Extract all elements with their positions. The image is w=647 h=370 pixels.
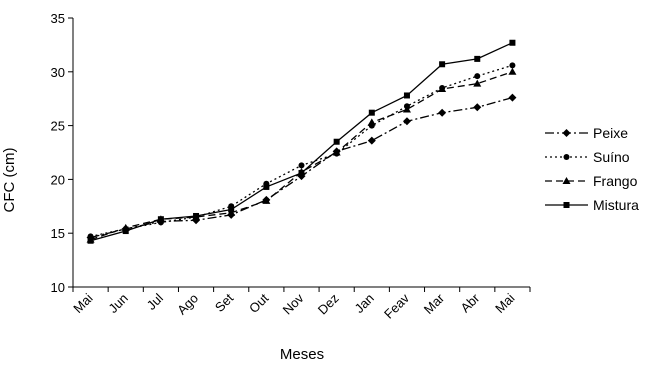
marker-square bbox=[333, 138, 340, 145]
marker-triangle bbox=[473, 79, 482, 87]
marker-diamond bbox=[438, 108, 447, 117]
marker-diamond bbox=[473, 103, 482, 112]
series-line bbox=[90, 42, 513, 242]
marker-triangle bbox=[262, 196, 271, 204]
legend-item: Suíno bbox=[545, 149, 630, 165]
y-tick-label: 10 bbox=[51, 280, 65, 295]
y-tick-label: 30 bbox=[51, 65, 65, 80]
x-tick-label: Jun bbox=[105, 291, 130, 316]
marker-diamond bbox=[367, 136, 376, 145]
y-tick-label: 35 bbox=[51, 11, 65, 26]
x-tick-label: Set bbox=[212, 290, 237, 315]
marker-square bbox=[403, 92, 410, 99]
x-tick-label: Feav bbox=[381, 290, 412, 321]
x-axis-title: Meses bbox=[280, 346, 324, 363]
marker-square bbox=[509, 39, 516, 46]
series-lines bbox=[86, 39, 517, 244]
legend: Peixe Suíno Frango Mistura bbox=[545, 125, 639, 213]
y-tick-label: 20 bbox=[51, 172, 65, 187]
marker-square bbox=[368, 109, 375, 116]
series-mistura bbox=[87, 39, 516, 244]
marker-square bbox=[228, 206, 235, 213]
x-tick-label: Jul bbox=[144, 290, 166, 312]
marker-triangle bbox=[508, 67, 517, 75]
marker-square bbox=[87, 237, 94, 244]
marker-circle bbox=[298, 162, 305, 169]
axes: 10 15 20 25 30 35 Mai Jun Jul Ago Set Out Nov Dez Jan F… bbox=[51, 11, 531, 322]
legend-label: Frango bbox=[593, 173, 638, 189]
marker-triangle bbox=[438, 85, 447, 93]
marker-triangle bbox=[367, 118, 376, 126]
marker-circle bbox=[509, 62, 516, 69]
x-tick-label: Abr bbox=[457, 290, 482, 315]
marker-square bbox=[563, 202, 570, 208]
marker-diamond bbox=[562, 129, 571, 137]
x-tick-label: Out bbox=[246, 290, 272, 316]
x-tick-label: Dez bbox=[315, 291, 342, 318]
legend-label: Peixe bbox=[593, 125, 628, 141]
legend-item: Peixe bbox=[545, 125, 628, 141]
series-line bbox=[90, 64, 513, 238]
marker-square bbox=[298, 169, 305, 176]
marker-diamond bbox=[402, 117, 411, 126]
legend-item: Mistura bbox=[545, 197, 639, 213]
marker-square bbox=[157, 216, 164, 223]
x-tick-label: Mai bbox=[492, 290, 517, 315]
marker-square bbox=[193, 212, 200, 219]
marker-circle bbox=[474, 73, 481, 80]
legend-label: Mistura bbox=[593, 197, 639, 213]
marker-circle bbox=[563, 154, 570, 160]
marker-triangle bbox=[332, 148, 341, 156]
marker-triangle bbox=[402, 105, 411, 113]
x-tick-label: Ago bbox=[174, 291, 201, 318]
marker-triangle bbox=[562, 177, 571, 184]
marker-square bbox=[474, 55, 481, 62]
x-tick-label: Mar bbox=[421, 290, 448, 317]
x-tick-label: Jan bbox=[351, 291, 376, 316]
series-line bbox=[90, 71, 513, 241]
marker-diamond bbox=[508, 93, 517, 102]
series-frango bbox=[86, 67, 517, 243]
marker-square bbox=[122, 228, 129, 235]
y-tick-label: 25 bbox=[51, 119, 65, 134]
x-tick-label: Mai bbox=[70, 290, 95, 315]
x-tick-label: Nov bbox=[280, 290, 307, 317]
legend-label: Suíno bbox=[593, 149, 630, 165]
y-axis-title: CFC (cm) bbox=[1, 148, 18, 213]
series-suino bbox=[87, 62, 516, 240]
y-tick-label: 15 bbox=[51, 226, 65, 241]
marker-square bbox=[439, 61, 446, 68]
legend-item: Frango bbox=[545, 173, 638, 189]
marker-square bbox=[263, 183, 270, 190]
